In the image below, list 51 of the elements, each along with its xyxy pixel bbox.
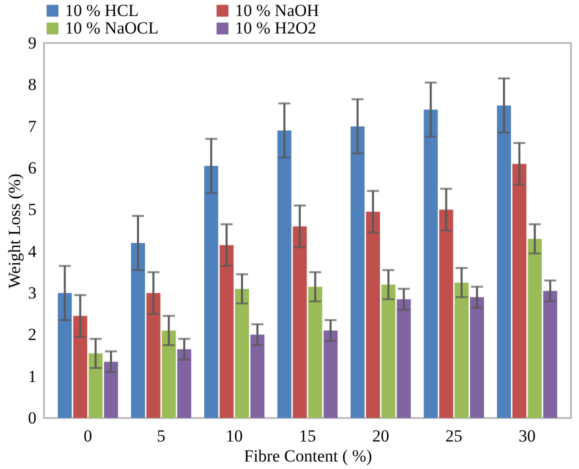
y-axis-title: Weight Loss (%)	[5, 174, 24, 288]
legend-label: 10 % NaOCL	[65, 18, 158, 38]
bar	[324, 330, 338, 418]
legend-label: 10 % HCL	[65, 0, 139, 20]
bar	[396, 299, 411, 418]
x-tick-label: 30	[518, 426, 536, 446]
bar	[88, 353, 103, 418]
y-tick-label: 9	[28, 34, 36, 52]
bar	[73, 316, 88, 418]
x-tick-label: 10	[226, 426, 243, 446]
bar	[104, 362, 118, 418]
legend-label: 10 % NaOH	[235, 0, 320, 20]
bar	[512, 164, 526, 418]
bar	[177, 349, 192, 418]
legend-label: 10 % H2O2	[235, 18, 316, 38]
bar	[439, 210, 454, 418]
bar	[277, 130, 292, 418]
bar	[528, 238, 542, 418]
bar	[204, 166, 218, 418]
x-tick-label: 25	[445, 426, 462, 446]
bar	[454, 282, 469, 418]
y-tick-label: 5	[28, 200, 36, 220]
y-tick-label: 7	[28, 116, 37, 136]
bar	[235, 288, 250, 418]
y-tick-label: 6	[28, 158, 36, 178]
bar	[146, 293, 160, 418]
bar	[543, 290, 558, 418]
bar	[470, 297, 484, 418]
x-tick-label: 5	[156, 426, 166, 446]
x-tick-label: 20	[372, 426, 390, 446]
bar	[496, 106, 511, 418]
x-tick-label: 15	[299, 426, 316, 446]
x-tick-label: 0	[84, 426, 92, 446]
bar	[162, 330, 176, 418]
bar	[308, 286, 322, 418]
y-tick-label: 2	[28, 325, 36, 344]
y-tick-label: 0	[28, 408, 36, 428]
bar	[220, 245, 234, 418]
bar	[350, 126, 365, 418]
y-tick-label: 8	[28, 75, 36, 94]
bar	[130, 243, 145, 418]
bar	[58, 293, 72, 418]
bar	[250, 334, 264, 418]
x-axis-title: Fibre Content ( %)	[244, 446, 372, 466]
bar	[381, 284, 396, 418]
y-tick-label: 4	[28, 242, 37, 261]
y-tick-label: 3	[28, 284, 36, 302]
bar	[424, 110, 438, 418]
y-tick-label: 1	[28, 366, 36, 386]
bar	[366, 212, 380, 418]
bar	[292, 226, 307, 418]
